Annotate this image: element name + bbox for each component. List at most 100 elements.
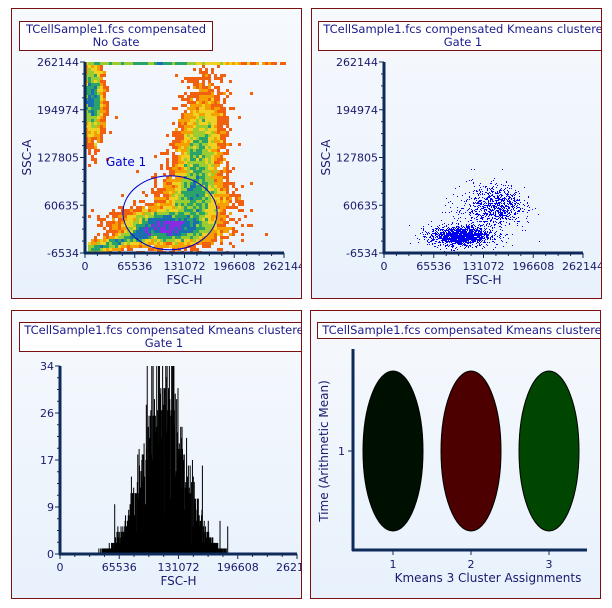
density-cell — [178, 191, 181, 194]
density-cell — [148, 248, 151, 251]
event-dot — [514, 221, 515, 222]
x-tick-label: 0 — [57, 561, 64, 574]
density-cell — [172, 245, 175, 248]
density-cell — [142, 212, 145, 215]
event-dot — [464, 239, 465, 240]
event-dot — [474, 238, 475, 239]
dot-plot[interactable]: 0 65536 131072 196608 262144-653460635127805… — [312, 9, 602, 299]
event-dot — [475, 197, 476, 198]
plot-panel-histogram[interactable]: TCellSample1.fcs compensated Kmeans clus… — [11, 310, 302, 599]
event-dot — [473, 203, 474, 204]
event-dot — [460, 238, 461, 239]
event-dot — [495, 198, 496, 199]
event-dot — [461, 237, 462, 238]
event-dot — [495, 204, 496, 205]
density-cell — [220, 113, 223, 116]
density-cell — [178, 62, 181, 65]
density-cell — [127, 239, 130, 242]
density-cell — [208, 113, 211, 116]
density-cell — [196, 83, 199, 86]
event-dot — [497, 210, 498, 211]
event-dot — [507, 193, 508, 194]
event-dot — [436, 234, 437, 235]
density-cell — [190, 143, 193, 146]
density-cell — [208, 233, 211, 236]
density-cell — [193, 179, 196, 182]
density-cell — [172, 197, 175, 200]
event-dot — [503, 207, 504, 208]
density-cell — [178, 149, 181, 152]
density-cell — [193, 119, 196, 122]
density-cell — [181, 134, 184, 137]
event-dot — [473, 224, 474, 225]
density-cell — [214, 173, 217, 176]
event-dot — [451, 244, 452, 245]
density-cell — [220, 236, 223, 239]
density-cell — [235, 230, 238, 233]
density-cell — [166, 134, 169, 137]
density-cell — [178, 206, 181, 209]
gate-label[interactable]: Gate 1 — [106, 155, 146, 169]
event-dot — [456, 232, 457, 233]
event-dot — [423, 236, 424, 237]
event-dot — [431, 238, 432, 239]
event-dot — [460, 235, 461, 236]
event-dot — [435, 233, 436, 234]
density-cell — [190, 170, 193, 173]
event-dot — [425, 236, 426, 237]
event-dot — [524, 187, 525, 188]
event-dot — [468, 243, 469, 244]
event-dot — [517, 211, 518, 212]
density-plot[interactable]: 0 65536 131072 196608 262144-653460635127805… — [12, 9, 302, 299]
density-cell — [238, 200, 241, 203]
event-dot — [474, 232, 475, 233]
event-dot — [421, 228, 422, 229]
event-dot — [461, 228, 462, 229]
event-dot — [463, 213, 464, 214]
plot-panel-gate1-dot[interactable]: TCellSample1.fcs compensated Kmeans clus… — [311, 8, 602, 299]
density-cell — [166, 203, 169, 206]
cluster-marker[interactable] — [362, 370, 424, 532]
density-cell — [181, 194, 184, 197]
event-dot — [484, 240, 485, 241]
event-dot — [472, 238, 473, 239]
event-dot — [509, 223, 510, 224]
density-cell — [199, 158, 202, 161]
density-cell — [211, 131, 214, 134]
density-cell — [193, 122, 196, 125]
density-cell — [196, 152, 199, 155]
event-dot — [497, 197, 498, 198]
event-dot — [466, 237, 467, 238]
density-cell — [115, 245, 118, 248]
density-cell — [172, 188, 175, 191]
event-dot — [501, 224, 502, 225]
plot-panel-no-gate[interactable]: TCellSample1.fcs compensated No Gate 0 65… — [11, 8, 302, 299]
event-dot — [468, 227, 469, 228]
event-dot — [487, 198, 488, 199]
density-cell — [205, 194, 208, 197]
cluster-marker[interactable] — [518, 370, 580, 532]
event-dot — [473, 231, 474, 232]
density-cell — [217, 62, 220, 65]
density-cell — [181, 215, 184, 218]
density-cell — [217, 173, 220, 176]
event-dot — [507, 200, 508, 201]
density-cell — [175, 173, 178, 176]
gate-ellipse[interactable] — [122, 175, 218, 251]
density-cell — [166, 200, 169, 203]
density-cell — [229, 182, 232, 185]
density-cell — [88, 149, 91, 152]
density-cell — [97, 92, 100, 95]
plot-panel-cluster-summary[interactable]: TCellSample1.fcs compensated Kmeans clus… — [310, 310, 601, 599]
event-dot — [483, 217, 484, 218]
density-cell — [97, 104, 100, 107]
event-dot — [482, 194, 483, 195]
density-cell — [205, 236, 208, 239]
event-dot — [510, 197, 511, 198]
event-dot — [497, 205, 498, 206]
density-cell — [187, 128, 190, 131]
event-dot — [538, 214, 539, 215]
cluster-marker[interactable] — [440, 370, 502, 532]
histogram-plot[interactable]: 0 65536 131072 196608 26214409172634FSC-HCou… — [12, 311, 302, 599]
